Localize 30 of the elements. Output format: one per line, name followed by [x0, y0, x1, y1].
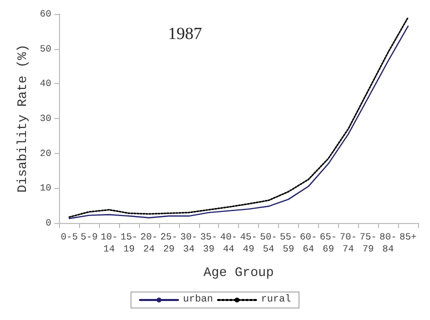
- x-tick-label: 55- 59: [280, 232, 298, 254]
- x-tick-label: 70- 74: [340, 232, 357, 254]
- x-tick-label: 80- 84: [380, 232, 397, 254]
- x-tick-label: 5-9: [80, 232, 98, 242]
- x-tick-label: 65- 69: [320, 232, 337, 254]
- x-tick-label: 40- 44: [220, 232, 238, 254]
- x-tick-label: 45- 49: [240, 232, 258, 254]
- legend-label: urban: [182, 294, 214, 306]
- y-tick-label: 0: [46, 218, 52, 228]
- y-tick-label: 10: [40, 182, 52, 194]
- x-tick-label: 10- 14: [100, 232, 118, 254]
- x-tick-label: 20- 24: [140, 232, 158, 254]
- x-tick-label: 0-5: [60, 232, 78, 242]
- y-tick-label: 20: [40, 148, 52, 159]
- x-tick-label: 50- 54: [260, 232, 278, 254]
- x-tick-label: 25- 29: [160, 232, 178, 254]
- x-tick-label: 85+: [399, 232, 417, 242]
- y-tick-label: 40: [40, 78, 52, 90]
- y-tick-label: 30: [40, 113, 52, 124]
- text: 1987: [168, 24, 202, 43]
- x-tick-label: 30- 34: [180, 232, 198, 254]
- x-tick-label: 15- 19: [120, 232, 138, 254]
- x-axis-title: Age Group: [204, 265, 274, 280]
- legend-label: rural: [261, 294, 292, 306]
- x-tick-label: 35- 39: [200, 232, 218, 254]
- x-tick-label: 60- 64: [300, 232, 317, 254]
- y-tick-label: 60: [40, 8, 52, 20]
- y-axis-title: Disability Rate (%): [15, 44, 30, 193]
- x-tick-label: 75- 79: [360, 232, 377, 254]
- y-tick-label: 50: [40, 43, 52, 54]
